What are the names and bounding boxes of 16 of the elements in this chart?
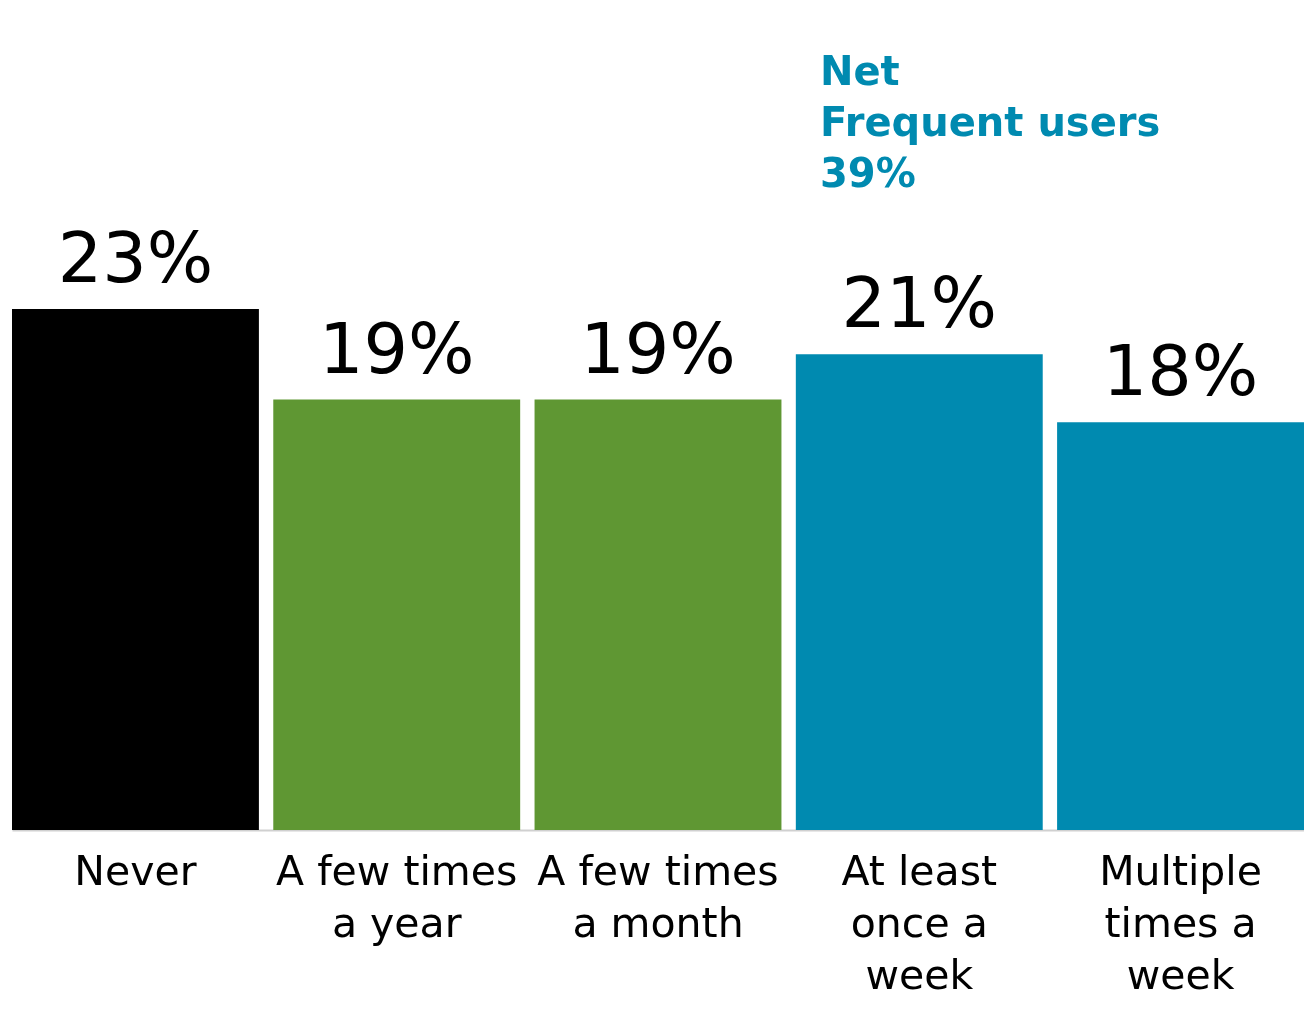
text: Net Frequent users 39% <box>820 48 1161 196</box>
bar <box>795 354 1043 830</box>
x-tick-label: At least once a week <box>841 846 998 999</box>
data-label: 18% <box>1102 330 1259 413</box>
bar <box>534 399 782 830</box>
x-tick-label: Multiple times a week <box>1099 846 1262 999</box>
bar <box>12 309 259 830</box>
bar <box>273 399 521 830</box>
x-tick-label: A few times a month <box>537 846 779 947</box>
x-tick-label: Never <box>74 846 197 895</box>
bar <box>1057 422 1304 830</box>
data-label: 21% <box>841 262 998 345</box>
data-label: 23% <box>57 217 214 299</box>
x-tick-label: A few times a year <box>276 846 518 947</box>
data-label: 19% <box>580 307 736 390</box>
data-label: 19% <box>318 307 475 390</box>
